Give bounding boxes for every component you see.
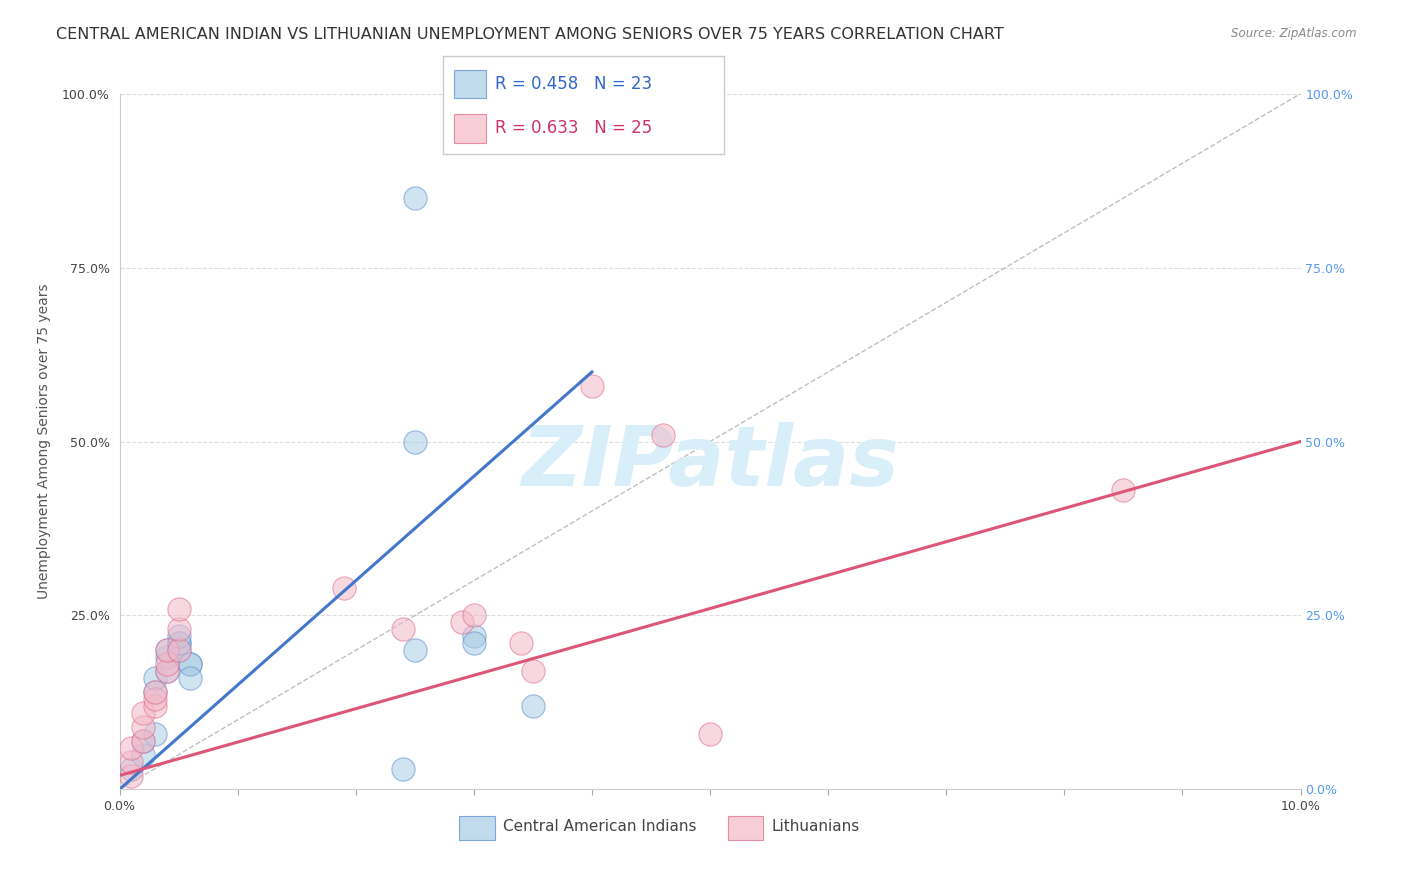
Point xyxy=(143,692,166,706)
Point xyxy=(522,664,544,678)
Point xyxy=(167,629,190,643)
Point xyxy=(404,191,426,205)
Point xyxy=(333,581,356,595)
Bar xyxy=(454,70,486,98)
Point xyxy=(132,733,155,747)
Point xyxy=(143,698,166,713)
Point xyxy=(167,636,190,650)
Point xyxy=(451,615,474,630)
Point xyxy=(699,727,721,741)
Text: CENTRAL AMERICAN INDIAN VS LITHUANIAN UNEMPLOYMENT AMONG SENIORS OVER 75 YEARS C: CENTRAL AMERICAN INDIAN VS LITHUANIAN UN… xyxy=(56,27,1004,42)
Point xyxy=(156,643,179,657)
Point xyxy=(404,643,426,657)
Point xyxy=(581,379,603,393)
Point xyxy=(156,664,179,678)
Point xyxy=(167,601,190,615)
Bar xyxy=(454,114,486,143)
Point xyxy=(132,747,155,762)
Point xyxy=(179,657,201,672)
Point xyxy=(156,664,179,678)
Text: Central American Indians: Central American Indians xyxy=(503,820,696,834)
Point xyxy=(167,643,190,657)
Point xyxy=(143,671,166,685)
Text: R = 0.458   N = 23: R = 0.458 N = 23 xyxy=(495,75,652,93)
Text: Lithuanians: Lithuanians xyxy=(772,820,860,834)
Point xyxy=(510,636,533,650)
Point xyxy=(120,740,142,755)
Point xyxy=(167,636,190,650)
Point xyxy=(120,762,142,776)
Point xyxy=(132,733,155,747)
Point xyxy=(392,762,415,776)
Point xyxy=(392,623,415,637)
Point xyxy=(156,657,179,672)
Point xyxy=(651,427,673,442)
Point xyxy=(179,671,201,685)
Point xyxy=(156,650,179,665)
Point xyxy=(143,727,166,741)
Point xyxy=(132,706,155,720)
Y-axis label: Unemployment Among Seniors over 75 years: Unemployment Among Seniors over 75 years xyxy=(37,284,51,599)
Point xyxy=(463,636,485,650)
Text: Source: ZipAtlas.com: Source: ZipAtlas.com xyxy=(1232,27,1357,40)
Point xyxy=(463,629,485,643)
Point xyxy=(143,685,166,699)
Point xyxy=(120,768,142,782)
Point xyxy=(156,643,179,657)
Point xyxy=(179,657,201,672)
Text: R = 0.633   N = 25: R = 0.633 N = 25 xyxy=(495,120,652,137)
Point xyxy=(120,755,142,769)
Point xyxy=(1112,483,1135,498)
Bar xyxy=(458,815,495,840)
Point xyxy=(132,720,155,734)
Point xyxy=(522,698,544,713)
Point xyxy=(167,623,190,637)
Point xyxy=(463,608,485,623)
Bar xyxy=(728,815,763,840)
Text: ZIPatlas: ZIPatlas xyxy=(522,422,898,503)
Point xyxy=(167,643,190,657)
Point xyxy=(404,434,426,449)
Point xyxy=(143,685,166,699)
